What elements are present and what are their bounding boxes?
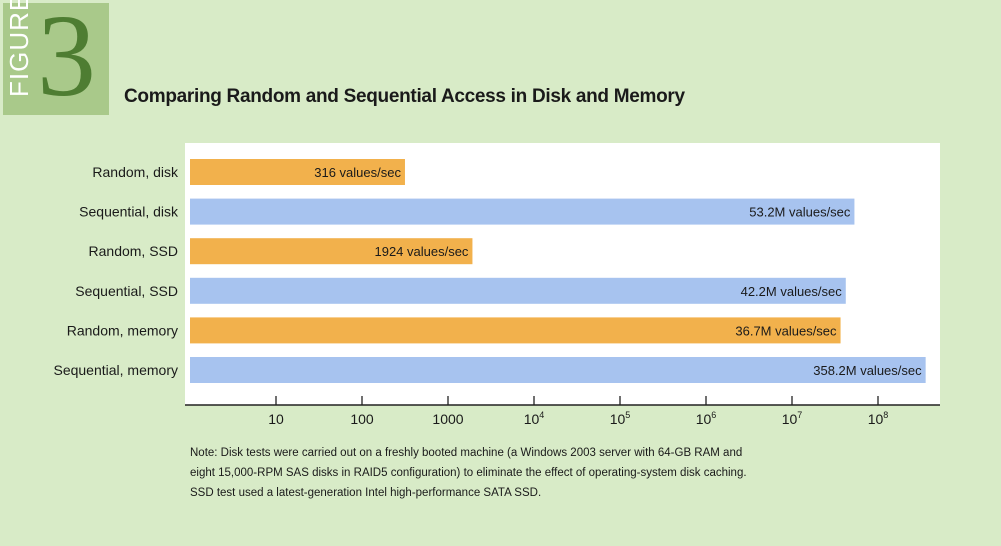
bar-0 bbox=[190, 159, 405, 185]
category-label: Random, SSD bbox=[89, 243, 178, 259]
tick-label: 1000 bbox=[432, 411, 463, 427]
chart-note: Note: Disk tests were carried out on a f… bbox=[190, 443, 890, 503]
category-label: Random, memory bbox=[67, 322, 178, 338]
value-label: 358.2M values/sec bbox=[813, 363, 922, 378]
value-label: 1924 values/sec bbox=[374, 244, 468, 259]
tick-label: 107 bbox=[782, 410, 803, 427]
note-line-3: SSD test used a latest-generation Intel … bbox=[190, 487, 542, 499]
tick-label: 104 bbox=[524, 410, 545, 427]
figure-badge: FIGURE 3 bbox=[3, 0, 109, 121]
category-label: Sequential, memory bbox=[53, 362, 178, 378]
bar-1 bbox=[190, 198, 855, 225]
bar-4 bbox=[190, 317, 841, 344]
category-label: Random, disk bbox=[92, 164, 179, 180]
bar-2 bbox=[190, 238, 473, 265]
value-label: 36.7M values/sec bbox=[735, 323, 837, 338]
chart-title: Comparing Random and Sequential Access i… bbox=[124, 86, 685, 107]
value-label: 42.2M values/sec bbox=[741, 284, 843, 299]
figure-number: 3 bbox=[37, 0, 96, 121]
note-line-2: eight 15,000-RPM SAS disks in RAID5 conf… bbox=[190, 467, 747, 479]
bar-3 bbox=[190, 277, 846, 304]
category-label: Sequential, disk bbox=[79, 204, 179, 220]
tick-label: 10 bbox=[268, 411, 284, 427]
bar-chart: Random, disk 316 values/sec Sequential, di… bbox=[53, 143, 940, 427]
tick-label: 106 bbox=[696, 410, 717, 427]
bar-5 bbox=[190, 357, 926, 383]
note-line-1: Note: Disk tests were carried out on a f… bbox=[190, 447, 743, 459]
category-label: Sequential, SSD bbox=[75, 283, 178, 299]
tick-label: 108 bbox=[868, 410, 889, 427]
tick-label: 105 bbox=[610, 410, 631, 427]
tick-label: 100 bbox=[350, 411, 374, 427]
value-label: 316 values/sec bbox=[314, 165, 401, 180]
value-label: 53.2M values/sec bbox=[749, 205, 851, 220]
